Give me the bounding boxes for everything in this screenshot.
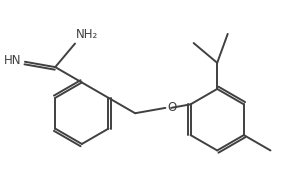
- Text: HN: HN: [4, 54, 22, 68]
- Text: O: O: [167, 101, 176, 114]
- Text: NH₂: NH₂: [76, 28, 98, 41]
